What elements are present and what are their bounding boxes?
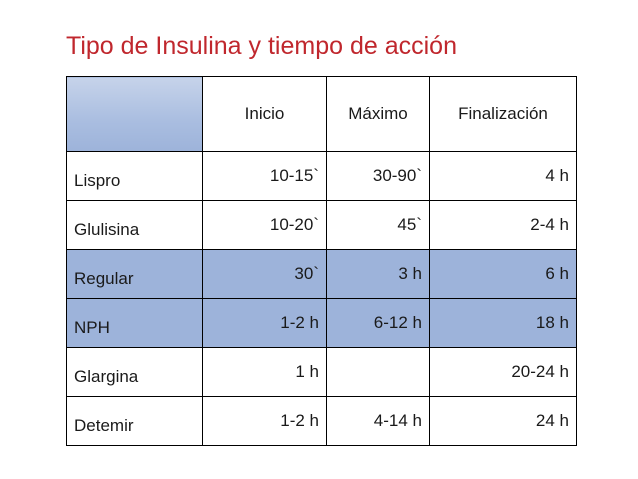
header-finalizacion: Finalización <box>429 76 577 152</box>
insulin-table: Inicio Máximo Finalización Lispro 10-15`… <box>66 76 577 446</box>
insulin-name-cell: Glulisina <box>66 200 203 250</box>
table-row: Glargina 1 h 20-24 h <box>66 347 577 397</box>
insulin-name-cell: Detemir <box>66 396 203 446</box>
inicio-cell: 1-2 h <box>202 396 327 446</box>
maximo-cell: 30-90` <box>326 151 430 201</box>
table-row: NPH 1-2 h 6-12 h 18 h <box>66 298 577 348</box>
inicio-cell: 30` <box>202 249 327 299</box>
inicio-cell: 1-2 h <box>202 298 327 348</box>
slide-title: Tipo de Insulina y tiempo de acción <box>66 32 457 60</box>
inicio-cell: 10-20` <box>202 200 327 250</box>
finalizacion-cell: 18 h <box>429 298 577 348</box>
inicio-cell: 1 h <box>202 347 327 397</box>
table-row: Lispro 10-15` 30-90` 4 h <box>66 151 577 201</box>
table-row: Regular 30` 3 h 6 h <box>66 249 577 299</box>
insulin-name-cell: Regular <box>66 249 203 299</box>
finalizacion-cell: 6 h <box>429 249 577 299</box>
insulin-name-cell: Lispro <box>66 151 203 201</box>
inicio-cell: 10-15` <box>202 151 327 201</box>
maximo-cell: 3 h <box>326 249 430 299</box>
maximo-cell: 45` <box>326 200 430 250</box>
finalizacion-cell: 24 h <box>429 396 577 446</box>
maximo-cell <box>326 347 430 397</box>
header-maximo: Máximo <box>326 76 430 152</box>
table-row: Glulisina 10-20` 45` 2-4 h <box>66 200 577 250</box>
maximo-cell: 4-14 h <box>326 396 430 446</box>
insulin-name-cell: Glargina <box>66 347 203 397</box>
header-corner-cell <box>66 76 203 152</box>
finalizacion-cell: 20-24 h <box>429 347 577 397</box>
finalizacion-cell: 2-4 h <box>429 200 577 250</box>
insulin-name-cell: NPH <box>66 298 203 348</box>
maximo-cell: 6-12 h <box>326 298 430 348</box>
header-inicio: Inicio <box>202 76 327 152</box>
header-row: Inicio Máximo Finalización <box>66 76 577 152</box>
finalizacion-cell: 4 h <box>429 151 577 201</box>
table-row: Detemir 1-2 h 4-14 h 24 h <box>66 396 577 446</box>
